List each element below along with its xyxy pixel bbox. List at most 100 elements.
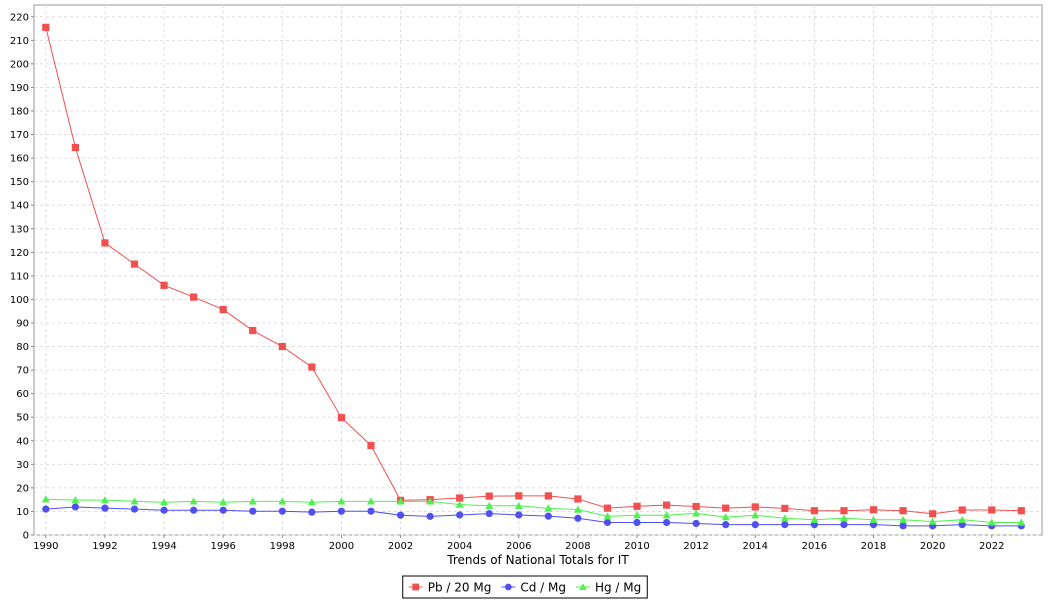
- data-point-cd-mg: [190, 506, 198, 514]
- x-tick-label: 2002: [388, 541, 413, 552]
- data-point-hg-mg: [219, 498, 228, 506]
- data-point-cd-mg: [633, 518, 641, 527]
- data-point-pb-20-mg: [515, 492, 523, 500]
- x-tick-label: 2000: [329, 541, 354, 552]
- x-tick-label: 2008: [565, 541, 590, 552]
- y-tick-label: 100: [10, 295, 29, 306]
- data-point-cd-mg: [337, 507, 346, 515]
- data-point-hg-mg: [958, 515, 967, 523]
- data-point-hg-mg: [544, 504, 553, 512]
- data-point-cd-mg: [751, 521, 759, 529]
- data-point-hg-mg: [810, 515, 819, 523]
- data-point-pb-20-mg: [101, 239, 109, 247]
- data-point-pb-20-mg: [781, 504, 789, 512]
- legend-item: Cd / Mg: [501, 581, 566, 595]
- grid: [34, 5, 1042, 536]
- data-point-hg-mg: [662, 511, 671, 519]
- series-line-cd-mg: [45, 506, 1022, 527]
- data-point-pb-20-mg: [722, 504, 730, 512]
- data-point-cd-mg: [308, 508, 316, 516]
- data-point-pb-20-mg: [367, 441, 375, 450]
- x-axis-title: Trends of National Totals for IT: [446, 553, 629, 567]
- series-line-pb-20-mg: [45, 27, 1022, 515]
- data-point-hg-mg: [692, 509, 701, 517]
- data-point-pb-20-mg: [219, 305, 227, 314]
- x-tick-label: 1998: [270, 541, 295, 552]
- x-tick-label: 2018: [861, 541, 886, 552]
- data-point-pb-20-mg: [869, 506, 878, 514]
- data-point-cd-mg: [160, 506, 168, 514]
- data-point-hg-mg: [337, 497, 346, 505]
- data-point-hg-mg: [633, 511, 641, 519]
- data-point-cd-mg: [515, 511, 523, 519]
- series-layer: [41, 23, 1026, 530]
- x-tick-label: 2022: [979, 541, 1004, 552]
- plot-background: [33, 4, 1043, 536]
- x-tick-label: 2014: [743, 541, 768, 552]
- data-point-pb-20-mg: [190, 293, 198, 301]
- x-tick-label: 2016: [802, 541, 827, 552]
- x-tick-label: 1994: [151, 541, 176, 552]
- data-point-hg-mg: [721, 513, 730, 521]
- y-tick-label: 190: [10, 83, 29, 94]
- legend-marker-icon: [504, 583, 512, 591]
- data-point-cd-mg: [899, 522, 907, 530]
- data-point-hg-mg: [573, 505, 582, 513]
- y-tick-label: 150: [10, 177, 29, 188]
- y-tick-label: 60: [16, 389, 29, 400]
- data-point-pb-20-mg: [1017, 507, 1025, 515]
- y-tick-label: 120: [10, 248, 29, 259]
- legend-items: Pb / 20 Mg Cd / Mg Hg / Mg: [408, 581, 641, 595]
- data-point-pb-20-mg: [42, 23, 50, 31]
- data-point-hg-mg: [839, 514, 848, 522]
- data-point-pb-20-mg: [929, 510, 937, 518]
- data-point-pb-20-mg: [337, 414, 346, 422]
- series-cd-mg: [42, 503, 1025, 530]
- y-tick-label: 210: [10, 36, 29, 47]
- y-tick-label: 110: [10, 271, 29, 282]
- data-point-cd-mg: [367, 507, 375, 515]
- data-point-pb-20-mg: [71, 143, 79, 152]
- legend-label: Cd / Mg: [520, 581, 566, 595]
- legend-box: [402, 575, 648, 599]
- y-tick-label: 80: [16, 342, 29, 353]
- data-point-cd-mg: [278, 507, 286, 515]
- legend-label: Pb / 20 Mg: [428, 581, 492, 595]
- legend: Pb / 20 Mg Cd / Mg Hg / Mg: [402, 575, 648, 599]
- data-point-cd-mg: [692, 519, 700, 528]
- data-point-hg-mg: [603, 512, 612, 520]
- data-point-hg-mg: [987, 518, 996, 526]
- data-point-hg-mg: [307, 498, 316, 506]
- legend-item: Pb / 20 Mg: [408, 581, 492, 595]
- data-point-pb-20-mg: [160, 281, 168, 289]
- y-tick-label: 160: [10, 154, 29, 165]
- data-point-hg-mg: [751, 511, 760, 519]
- series-line-hg-mg: [45, 498, 1022, 524]
- y-tick-label: 180: [10, 107, 29, 118]
- x-tick-label: 1992: [92, 541, 117, 552]
- data-point-hg-mg: [426, 497, 435, 505]
- data-point-pb-20-mg: [249, 326, 257, 335]
- y-tick-label: 0: [23, 531, 29, 542]
- y-tick-label: 20: [16, 483, 29, 494]
- y-tick-label: 50: [16, 413, 29, 424]
- data-point-cd-mg: [426, 512, 434, 520]
- data-point-cd-mg: [456, 511, 464, 519]
- data-point-cd-mg: [71, 503, 79, 511]
- x-tick-label: 2012: [683, 541, 708, 552]
- data-point-cd-mg: [219, 506, 227, 514]
- data-point-cd-mg: [130, 505, 139, 513]
- x-tick-label: 1996: [210, 541, 235, 552]
- data-point-pb-20-mg: [278, 342, 286, 351]
- data-point-hg-mg: [160, 498, 169, 506]
- data-point-cd-mg: [722, 521, 730, 529]
- data-point-pb-20-mg: [810, 507, 818, 515]
- y-tick-label: 220: [10, 12, 29, 23]
- legend-marker-icon: [579, 583, 587, 590]
- data-point-hg-mg: [928, 517, 937, 525]
- data-point-cd-mg: [396, 511, 405, 519]
- data-point-hg-mg: [367, 497, 375, 505]
- data-point-pb-20-mg: [692, 502, 700, 511]
- data-point-cd-mg: [662, 518, 671, 527]
